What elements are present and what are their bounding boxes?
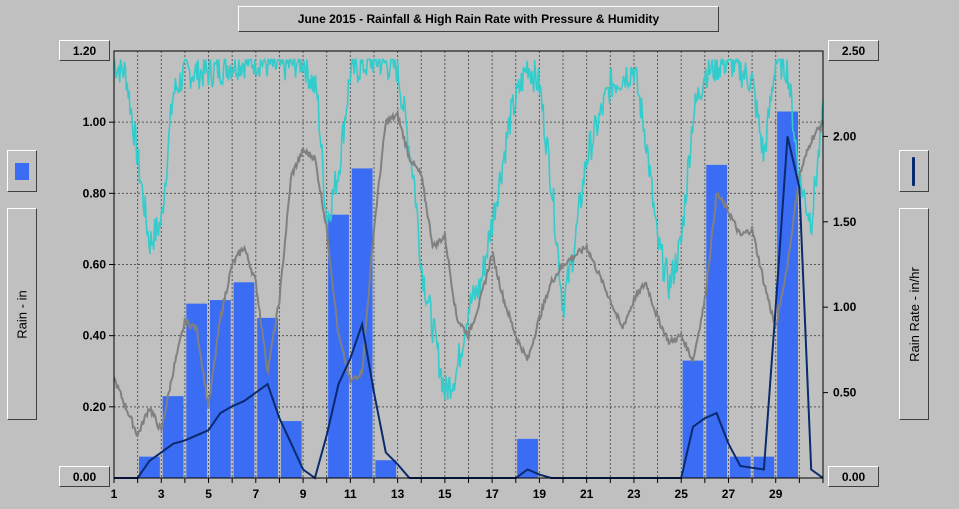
rain-bar: [328, 214, 349, 478]
x-tick-label: 21: [580, 487, 594, 501]
y-left-min-value: 0.00: [59, 466, 110, 487]
rain-rate-line-icon: [912, 157, 915, 186]
humidity-path: [113, 57, 824, 400]
y-right-tick-label: 0.50: [833, 386, 857, 400]
pressure-path: [113, 108, 824, 437]
rain-rate-path: [114, 136, 824, 480]
rain-bar: [139, 456, 160, 478]
rain-rate-line: [114, 136, 824, 480]
y-left-tick-label: 0.80: [83, 186, 107, 200]
x-tick-label: 25: [675, 487, 689, 501]
rain-legend-swatch[interactable]: [7, 150, 37, 192]
x-tick-label: 1: [111, 487, 118, 501]
x-tick-label: 5: [205, 487, 212, 501]
x-tick-label: 9: [300, 487, 307, 501]
x-tick-label: 27: [722, 487, 736, 501]
chart-title: June 2015 - Rainfall & High Rain Rate wi…: [238, 6, 719, 32]
rain-bar: [280, 421, 302, 478]
grid-lines: [114, 51, 823, 478]
rain-bar: [209, 300, 231, 478]
rain-bar: [375, 460, 397, 478]
x-tick-label: 3: [158, 487, 165, 501]
y-left-max-value: 1.20: [59, 40, 110, 61]
y-right-ticks: 2.00 1.50 1.00 0.50: [823, 129, 857, 400]
rain-bar: [186, 303, 208, 478]
y-right-tick-label: 1.50: [833, 215, 857, 229]
y-left-tick-label: 0.40: [83, 329, 107, 343]
y-left-tick-label: 0.20: [83, 400, 107, 414]
y-left-tick-label: 1.00: [83, 115, 107, 129]
y-right-min-value: 0.00: [828, 466, 879, 487]
y-right-tick-label: 2.00: [833, 129, 857, 143]
rain-bar: [257, 317, 279, 478]
y-left-ticks: 1.00 0.80 0.60 0.40 0.20: [83, 115, 114, 414]
y-left-axis-label: Rain - in: [7, 208, 37, 420]
rain-bar: [729, 456, 751, 478]
x-tick-label: 11: [344, 487, 357, 501]
y-left-tick-label: 0.60: [83, 258, 107, 272]
x-tick-label: 17: [485, 487, 499, 501]
y-right-max-value: 2.50: [828, 40, 879, 61]
y-right-tick-label: 1.00: [833, 300, 857, 314]
x-tick-label: 13: [391, 487, 405, 501]
x-tick-label: 15: [438, 487, 452, 501]
x-tick-label: 23: [627, 487, 641, 501]
y-right-axis-label: Rain Rate - in/hr: [899, 208, 929, 420]
rain-rate-legend-swatch[interactable]: [899, 150, 929, 192]
x-tick-label: 19: [533, 487, 547, 501]
x-tick-label: 29: [769, 487, 783, 501]
rain-bar: [233, 282, 255, 478]
rain-bar: [162, 396, 184, 478]
rain-bar-icon: [15, 163, 29, 180]
x-tick-label: 7: [252, 487, 259, 501]
humidity-line: [113, 57, 824, 400]
pressure-line: [113, 108, 824, 437]
x-ticks: 1 3 5 7 9 11 13 15 17 19 21 23 25 27 29: [111, 478, 824, 501]
rain-bar: [517, 438, 538, 478]
